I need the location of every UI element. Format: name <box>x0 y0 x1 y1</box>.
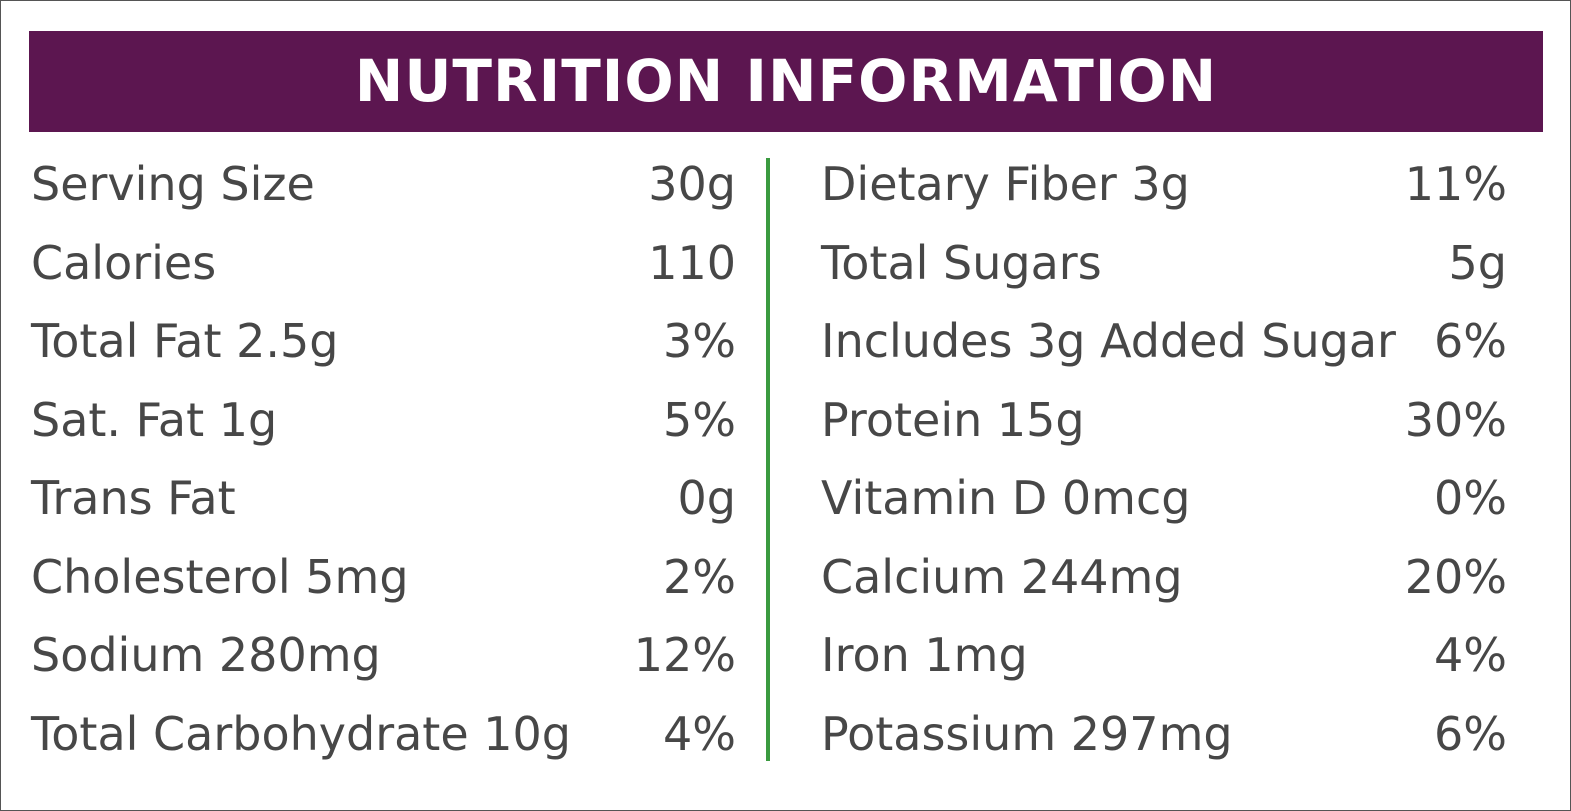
nutrient-value: 3% <box>663 314 736 368</box>
nutrient-label: Trans Fat <box>31 471 236 525</box>
nutrient-row: Sodium 280mg 12% <box>31 616 736 694</box>
nutrient-value: 12% <box>633 628 736 682</box>
nutrient-label: Total Fat 2.5g <box>31 314 339 368</box>
nutrient-value: 20% <box>1404 549 1507 604</box>
nutrient-row: Trans Fat 0g <box>31 459 736 537</box>
nutrient-value: 5% <box>663 392 736 447</box>
nutrient-value: 4% <box>1434 628 1507 682</box>
nutrient-value: 11% <box>1404 157 1507 211</box>
nutrient-label: Potassium 297mg <box>821 706 1233 761</box>
nutrient-row: Total Sugars 5g <box>821 224 1507 302</box>
nutrient-label: Cholesterol 5mg <box>31 549 409 604</box>
nutrient-row: Dietary Fiber 3g 11% <box>821 145 1507 223</box>
nutrient-label: Total Carbohydrate 10g <box>31 706 571 761</box>
nutrient-row: Calories 110 <box>31 224 736 302</box>
nutrient-value: 0g <box>677 471 736 525</box>
nutrient-label: Vitamin D 0mcg <box>821 471 1191 525</box>
nutrient-value: 30g <box>648 157 736 211</box>
nutrient-row: Cholesterol 5mg 2% <box>31 538 736 616</box>
nutrient-label: Includes 3g Added Sugar <box>821 314 1396 368</box>
nutrient-row: Includes 3g Added Sugar 6% <box>821 302 1507 380</box>
nutrient-row: Total Carbohydrate 10g 4% <box>31 695 736 773</box>
nutrient-value: 6% <box>1434 706 1507 761</box>
nutrient-value: 0% <box>1434 471 1507 525</box>
nutrient-row: Potassium 297mg 6% <box>821 695 1507 773</box>
nutrient-label: Sat. Fat 1g <box>31 392 278 447</box>
nutrient-value: 30% <box>1404 392 1507 447</box>
nutrient-label: Total Sugars <box>821 235 1102 290</box>
nutrient-row: Serving Size 30g <box>31 145 736 223</box>
nutrient-label: Dietary Fiber 3g <box>821 157 1190 211</box>
nutrient-label: Calcium 244mg <box>821 549 1183 604</box>
nutrient-label: Iron 1mg <box>821 628 1028 682</box>
nutrient-value: 2% <box>663 549 736 604</box>
nutrient-row: Protein 15g 30% <box>821 381 1507 459</box>
nutrient-label: Calories <box>31 235 217 290</box>
nutrient-label: Protein 15g <box>821 392 1085 447</box>
nutrient-value: 6% <box>1434 314 1507 368</box>
nutrient-row: Iron 1mg 4% <box>821 616 1507 694</box>
nutrient-value: 110 <box>648 235 736 290</box>
nutrient-row: Sat. Fat 1g 5% <box>31 381 736 459</box>
nutrient-value: 4% <box>663 706 736 761</box>
nutrient-row: Vitamin D 0mcg 0% <box>821 459 1507 537</box>
title: NUTRITION INFORMATION <box>29 31 1543 132</box>
divider <box>766 158 770 761</box>
nutrient-value: 5g <box>1448 235 1507 290</box>
nutrient-label: Sodium 280mg <box>31 628 381 682</box>
nutrient-label: Serving Size <box>31 157 315 211</box>
nutrient-row: Calcium 244mg 20% <box>821 538 1507 616</box>
nutrient-row: Total Fat 2.5g 3% <box>31 302 736 380</box>
